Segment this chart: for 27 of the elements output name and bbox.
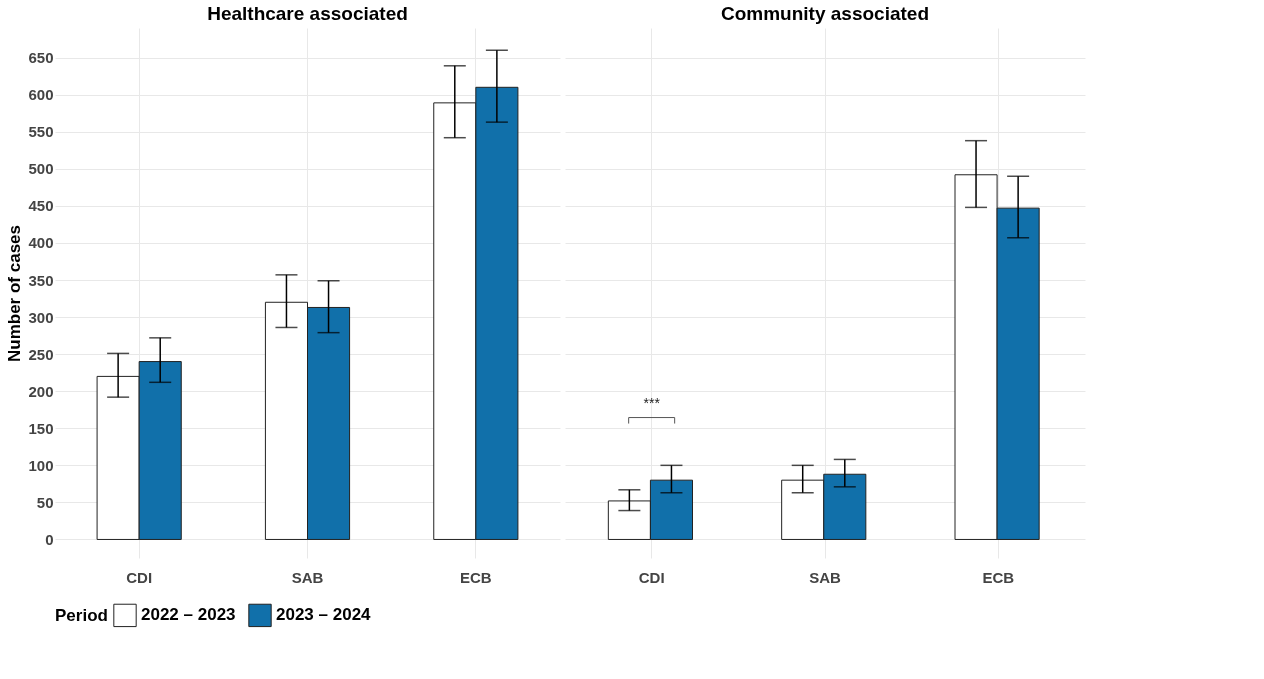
x-tick-label: CDI bbox=[126, 568, 153, 586]
y-tick-label: 100 bbox=[28, 456, 54, 474]
y-tick-label: 400 bbox=[28, 234, 54, 252]
x-tick-label: CDI bbox=[638, 568, 665, 586]
y-axis-title: Number of cases bbox=[5, 225, 25, 362]
y-tick-label: 300 bbox=[28, 308, 54, 326]
y-tick-label: 550 bbox=[28, 123, 54, 141]
y-tick-label: 600 bbox=[28, 86, 54, 104]
x-tick-label: SAB bbox=[809, 568, 841, 586]
chart-title: Healthcare associated bbox=[207, 3, 408, 24]
y-tick-label: 150 bbox=[28, 419, 54, 437]
y-tick-label: 200 bbox=[28, 382, 54, 400]
x-tick-label: ECB bbox=[460, 568, 492, 586]
y-tick-label: 450 bbox=[28, 197, 54, 215]
x-tick-label: ECB bbox=[982, 568, 1015, 586]
y-tick-label: 350 bbox=[28, 271, 54, 289]
y-tick-label: 0 bbox=[45, 530, 54, 548]
y-tick-label: 650 bbox=[28, 49, 54, 67]
y-tick-label: 250 bbox=[28, 345, 54, 363]
x-tick-label: SAB bbox=[291, 568, 324, 586]
legend-label: 2022 – 2023 bbox=[141, 605, 236, 625]
annotation: *** bbox=[643, 394, 661, 411]
y-tick-label: 500 bbox=[28, 160, 54, 178]
legend-title: Period bbox=[55, 606, 108, 625]
y-tick-label: 50 bbox=[36, 493, 54, 511]
legend-label: 2023 – 2024 bbox=[276, 605, 372, 625]
chart-title: Community associated bbox=[721, 3, 929, 24]
